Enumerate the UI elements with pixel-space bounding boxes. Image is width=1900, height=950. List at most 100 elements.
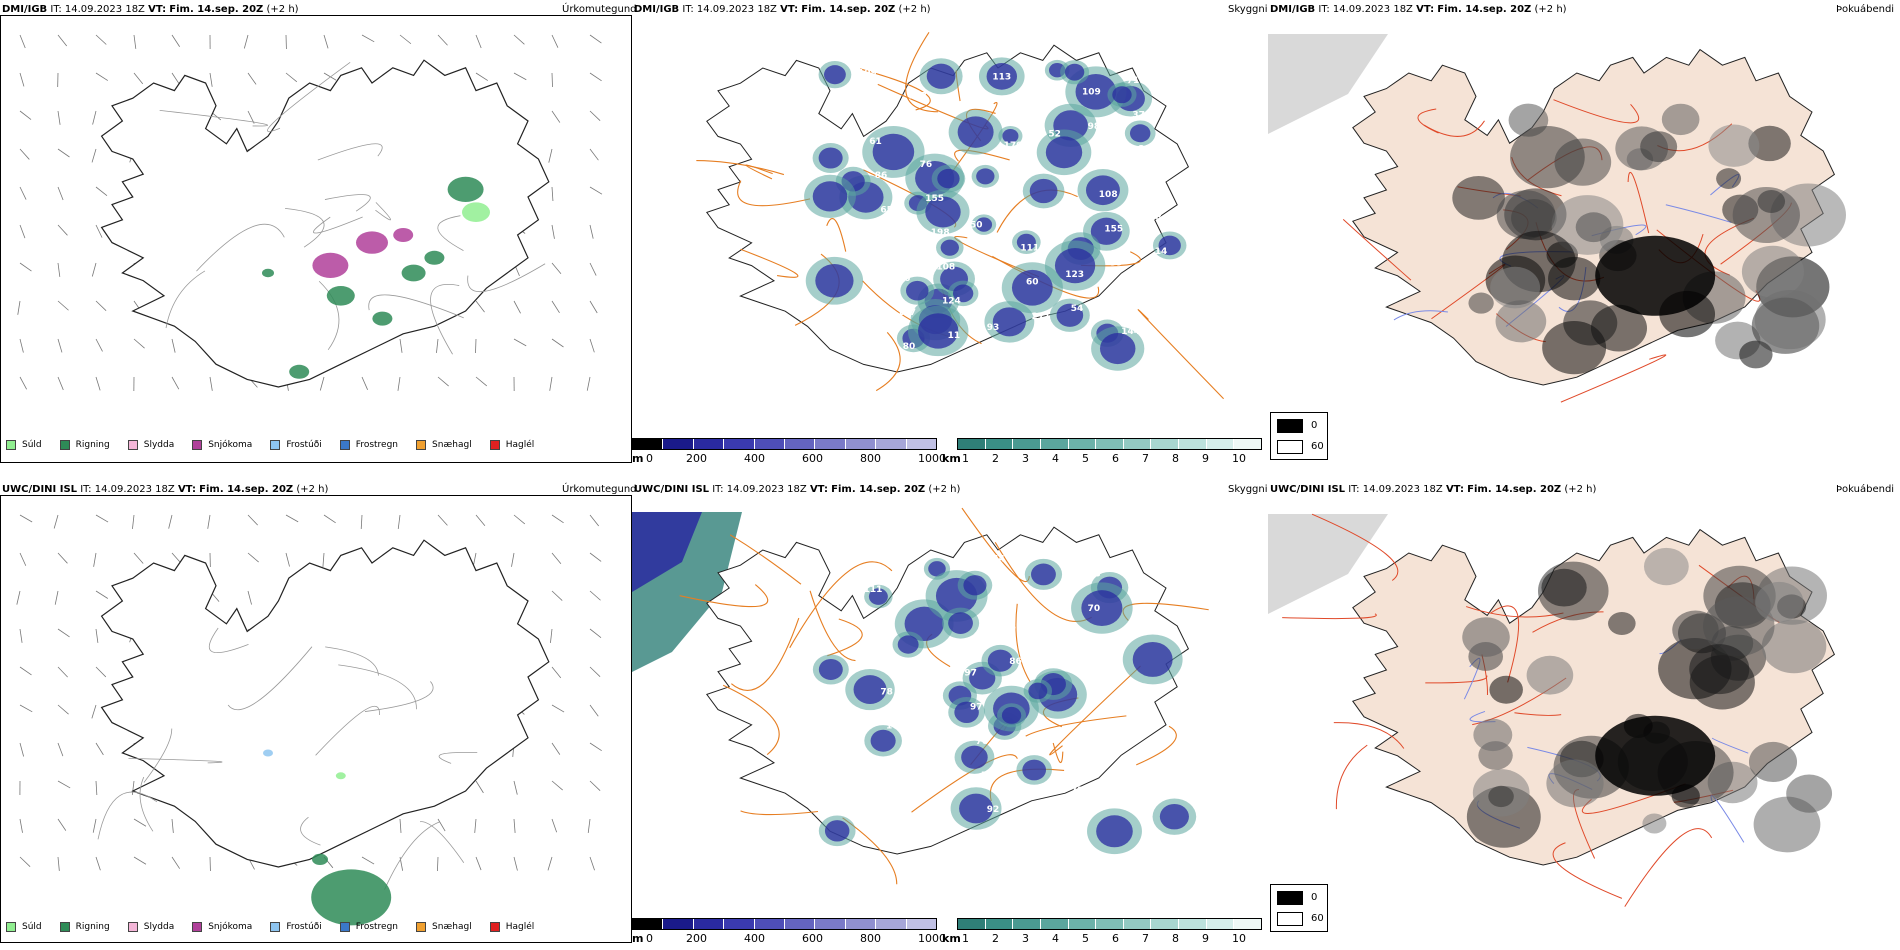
precip-area bbox=[356, 231, 388, 254]
low-ceiling-area bbox=[948, 612, 973, 634]
wind-barb bbox=[95, 376, 101, 391]
fog-index-area bbox=[1595, 235, 1716, 316]
wind-barb bbox=[57, 34, 68, 47]
ceiling-tick-label: 1000 bbox=[918, 452, 946, 465]
wind-barb bbox=[95, 780, 98, 795]
wind-barb bbox=[589, 628, 602, 638]
wind-barb bbox=[95, 300, 107, 311]
ceiling-tick-label: 400 bbox=[744, 452, 765, 465]
model-name: UWC/DINI ISL bbox=[634, 484, 710, 495]
ceiling-value-label: 99 bbox=[1110, 259, 1123, 269]
wind-barb bbox=[551, 514, 564, 524]
road-line bbox=[1282, 613, 1377, 620]
vt-value: Fim. 14.sep. 20Z bbox=[1437, 4, 1532, 15]
wind-barb bbox=[397, 376, 401, 391]
road-line bbox=[165, 270, 206, 329]
ceiling-value-label: 66 bbox=[1009, 175, 1022, 185]
precip-legend-item: Rigning bbox=[59, 922, 110, 932]
ceiling-value-label: 105 bbox=[1144, 179, 1163, 189]
visibility-colorbar bbox=[957, 438, 1262, 450]
visibility-tick-label: 2 bbox=[992, 452, 999, 465]
ceiling-value-label: 167 bbox=[897, 308, 916, 318]
it-label: IT: bbox=[80, 484, 92, 495]
road-line bbox=[1624, 828, 1713, 907]
ceiling-value-label: 116 bbox=[892, 274, 911, 284]
ceiling-value-label: 88 bbox=[1149, 213, 1162, 223]
ceiling-colorbar-segment bbox=[663, 439, 694, 449]
precip-legend-swatch bbox=[59, 922, 70, 932]
low-ceiling-area bbox=[1031, 563, 1056, 586]
road-line bbox=[722, 684, 780, 756]
road-line bbox=[467, 263, 546, 293]
wind-barb bbox=[247, 72, 257, 85]
road-line bbox=[860, 68, 931, 111]
panel-header: DMI/IGB IT: 14.09.2023 18Z VT: Fim. 14.s… bbox=[1270, 4, 1567, 15]
wind-barb bbox=[19, 34, 26, 49]
fog-index-area bbox=[1640, 131, 1678, 163]
ceiling-value-label: 155 bbox=[1104, 224, 1123, 234]
low-ceiling-area bbox=[1099, 333, 1136, 365]
wind-barb bbox=[19, 262, 32, 272]
low-ceiling-area bbox=[824, 820, 850, 842]
visibility-tick-label: 5 bbox=[1082, 452, 1089, 465]
road-line bbox=[375, 202, 391, 221]
fog-index-area bbox=[1490, 266, 1541, 309]
wind-barb bbox=[171, 552, 182, 564]
road-line bbox=[208, 627, 249, 653]
wind-barb bbox=[550, 628, 553, 643]
wind-barb bbox=[513, 514, 526, 525]
wind-barb bbox=[19, 224, 26, 239]
low-ceiling-area bbox=[925, 196, 961, 228]
precip-legend-item: Snjókoma bbox=[192, 440, 252, 450]
visibility-colorbar-segment bbox=[1013, 439, 1041, 449]
visibility-tick-label: 1 bbox=[962, 932, 969, 945]
wind-barb bbox=[551, 300, 560, 314]
wind-barb bbox=[437, 514, 448, 526]
ceiling-colorbar-segment bbox=[724, 439, 755, 449]
precip-legend-label: Haglél bbox=[505, 440, 535, 450]
wind-barb bbox=[513, 856, 518, 871]
wind-barb bbox=[361, 376, 368, 390]
wind-barb bbox=[475, 300, 485, 313]
visibility-colorbar-segment bbox=[985, 439, 1014, 449]
ceiling-tick-label: 200 bbox=[686, 452, 707, 465]
ceiling-value-label: 124 bbox=[964, 186, 983, 196]
ceiling-value-label: 56 bbox=[1004, 623, 1017, 633]
precip-legend-item: Snæhagl bbox=[416, 440, 472, 450]
wind-barb bbox=[589, 110, 601, 121]
wind-barb bbox=[437, 856, 439, 872]
precip-legend-item: Frostúði bbox=[270, 922, 322, 932]
ceiling-tick-label: 800 bbox=[860, 932, 881, 945]
precip-panel-title: Úrkomutegund bbox=[562, 4, 637, 15]
precip-area bbox=[312, 853, 328, 865]
panel-header: DMI/IGB IT: 14.09.2023 18Z VT: Fim. 14.s… bbox=[634, 4, 931, 15]
ceiling-value-label: 124 bbox=[942, 297, 961, 307]
wind-barb bbox=[589, 514, 600, 527]
road-line bbox=[97, 791, 158, 840]
ceiling-value-label: 54 bbox=[1071, 304, 1084, 314]
fog-legend: 0 60 bbox=[1270, 884, 1328, 932]
ceiling-value-label: 161 bbox=[886, 722, 905, 732]
visibility-colorbar-segment bbox=[1206, 919, 1235, 929]
fog-index-area bbox=[1541, 568, 1587, 607]
road-line bbox=[679, 584, 769, 608]
ceiling-value-label: 60 bbox=[1110, 741, 1123, 751]
fog-index-area bbox=[1732, 186, 1800, 244]
ceiling-value-label: 43 bbox=[1043, 95, 1056, 105]
wind-barb bbox=[17, 300, 21, 315]
fog-index-area bbox=[1495, 300, 1547, 343]
low-ceiling-area bbox=[1056, 303, 1084, 327]
wind-barb bbox=[57, 704, 69, 715]
precip-legend-label: Snæhagl bbox=[432, 922, 472, 932]
wind-barb bbox=[95, 856, 101, 871]
visibility-colorbar-segment bbox=[1040, 919, 1069, 929]
ceiling-value-label: 144 bbox=[1121, 327, 1140, 337]
wind-barb bbox=[589, 856, 595, 871]
ceiling-value-label: 50 bbox=[970, 221, 983, 231]
low-ceiling-area bbox=[1129, 124, 1151, 143]
wind-barb bbox=[57, 780, 71, 789]
wind-barb bbox=[589, 666, 601, 677]
ceiling-value-label: 150 bbox=[1037, 346, 1056, 356]
precip-legend-label: Frostregn bbox=[355, 922, 399, 932]
wind-barb bbox=[57, 666, 68, 678]
